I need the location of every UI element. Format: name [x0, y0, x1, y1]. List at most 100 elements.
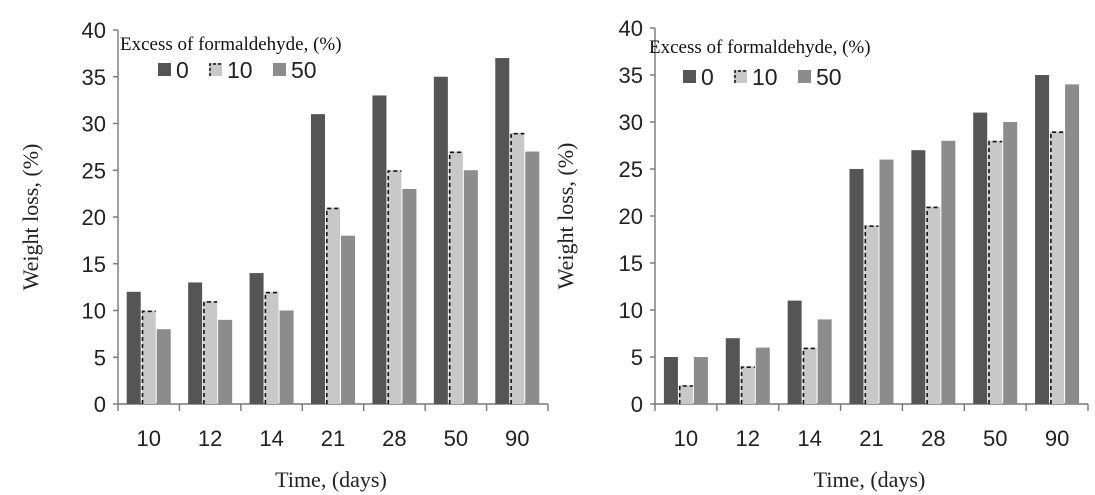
- bar-edge-pattern: [141, 310, 156, 404]
- y-tick-label: 30: [82, 112, 106, 137]
- y-tick-label: 35: [82, 65, 106, 90]
- bar-series-0-21: [849, 169, 864, 404]
- bar-series-10-12: [203, 301, 218, 404]
- y-tick-label: 25: [82, 158, 106, 183]
- x-tick-label: 21: [321, 426, 345, 451]
- x-tick-label: 10: [674, 426, 698, 451]
- y-tick-label: 5: [94, 345, 106, 370]
- bar-series-50-14: [279, 310, 294, 404]
- legend-swatch-pattern: [734, 70, 747, 83]
- bar-series-50-28: [941, 140, 956, 405]
- legend-label-0: 0: [701, 64, 714, 90]
- x-tick-label: 28: [382, 426, 406, 451]
- bar-edge-pattern: [326, 207, 340, 404]
- chart-left: 0 5 10 15 20 25 30 35 40 10 12 14 21 28 50 90 Weight los…: [18, 18, 549, 492]
- x-tick-label: 28: [921, 426, 945, 451]
- y-tick-label: 20: [619, 204, 643, 229]
- bar-series-10-50: [988, 140, 1003, 405]
- y-tick-label: 20: [82, 205, 106, 230]
- y-tick-label: 40: [619, 16, 643, 41]
- x-tick-label: 90: [1045, 426, 1069, 451]
- bar-series-0-12: [725, 338, 740, 404]
- bar-series-10-50: [448, 151, 463, 404]
- bar-edge-pattern: [448, 151, 463, 404]
- x-axis-title: Time, (days): [814, 467, 926, 492]
- x-tick-label: 10: [136, 426, 160, 451]
- bar-series-10-12: [740, 366, 755, 404]
- bar-series-0-50: [973, 112, 988, 404]
- x-tick-label: 12: [736, 426, 760, 451]
- bar-series-0-12: [188, 282, 203, 404]
- legend-swatch-50: [273, 63, 286, 76]
- y-tick-label: 10: [82, 299, 106, 324]
- legend-label-50: 50: [816, 64, 842, 90]
- bar-series-10-21: [864, 225, 879, 404]
- bar-series-50-10: [693, 357, 708, 404]
- bar-series-50-90: [525, 151, 540, 404]
- bar-series-50-50: [1003, 122, 1018, 404]
- bar-series-0-10: [663, 357, 678, 404]
- y-axis-title: Weight loss, (%): [18, 144, 43, 291]
- bar-series-0-14: [249, 273, 264, 404]
- bar-series-10-90: [510, 132, 525, 404]
- y-tick-label: 0: [94, 392, 106, 417]
- bar-edge-pattern: [988, 140, 1003, 404]
- bar-edge-pattern: [264, 291, 279, 404]
- bar-edge-pattern: [678, 385, 693, 404]
- bar-series-10-28: [387, 170, 402, 404]
- x-tick-label: 12: [198, 426, 222, 451]
- bar-series-10-10: [678, 385, 693, 404]
- bar-series-10-28: [926, 206, 941, 404]
- y-tick-label: 5: [631, 345, 643, 370]
- bar-series-50-14: [817, 319, 832, 404]
- legend-swatch-10: [209, 63, 222, 76]
- legend-title: Excess of formaldehyde, (%): [649, 37, 871, 58]
- bar-edge-pattern: [864, 225, 879, 404]
- bar-series-50-28: [402, 188, 417, 404]
- bar-edge-pattern: [802, 347, 817, 404]
- bar-edge-pattern: [387, 170, 402, 404]
- bar-series-0-90: [1035, 75, 1050, 404]
- y-tick-label: 10: [619, 298, 643, 323]
- bar-series-50-12: [755, 347, 770, 404]
- legend-label-10: 10: [227, 57, 253, 83]
- legend-swatch-50: [798, 70, 811, 83]
- legend-label-50: 50: [291, 57, 317, 83]
- bar-series-0-50: [433, 76, 448, 404]
- legend-label-10: 10: [752, 64, 778, 90]
- y-axis-title: Weight loss, (%): [553, 143, 578, 290]
- bar-edge-pattern: [1050, 131, 1065, 404]
- bar-series-50-90: [1065, 84, 1080, 405]
- bar-series-0-90: [495, 58, 510, 405]
- y-tick-label: 30: [619, 110, 643, 135]
- x-tick-label: 50: [444, 426, 468, 451]
- y-tick-label: 25: [619, 157, 643, 182]
- bar-series-0-28: [911, 150, 926, 404]
- bar-series-10-90: [1050, 131, 1065, 404]
- y-tick-label: 15: [619, 251, 643, 276]
- bar-series-0-21: [311, 114, 325, 405]
- y-tick-label: 15: [82, 252, 106, 277]
- x-tick-label: 50: [983, 426, 1007, 451]
- bar-edge-pattern: [740, 366, 755, 404]
- legend-swatch-10: [734, 70, 747, 83]
- y-tick-label: 0: [631, 392, 643, 417]
- x-tick-label: 14: [797, 426, 821, 451]
- bar-series-50-50: [463, 170, 478, 404]
- y-tick-label: 40: [82, 18, 106, 43]
- bar-series-10-14: [802, 347, 817, 404]
- y-tick-label: 35: [619, 63, 643, 88]
- legend-swatch-0: [683, 70, 696, 83]
- x-axis-title: Time, (days): [275, 467, 387, 492]
- x-tick-label: 21: [859, 426, 883, 451]
- bar-series-0-10: [126, 291, 141, 404]
- chart-right: 0 5 10 15 20 25 30 35 40 10 12 14 21 28 50 90 Weight los…: [553, 16, 1089, 492]
- bar-series-0-28: [372, 95, 387, 404]
- bar-edge-pattern: [926, 206, 941, 404]
- x-tick-label: 14: [259, 426, 283, 451]
- bar-series-10-14: [264, 291, 279, 404]
- bar-series-0-14: [787, 300, 802, 404]
- bar-series-50-10: [156, 329, 171, 404]
- bar-series-50-21: [879, 159, 894, 404]
